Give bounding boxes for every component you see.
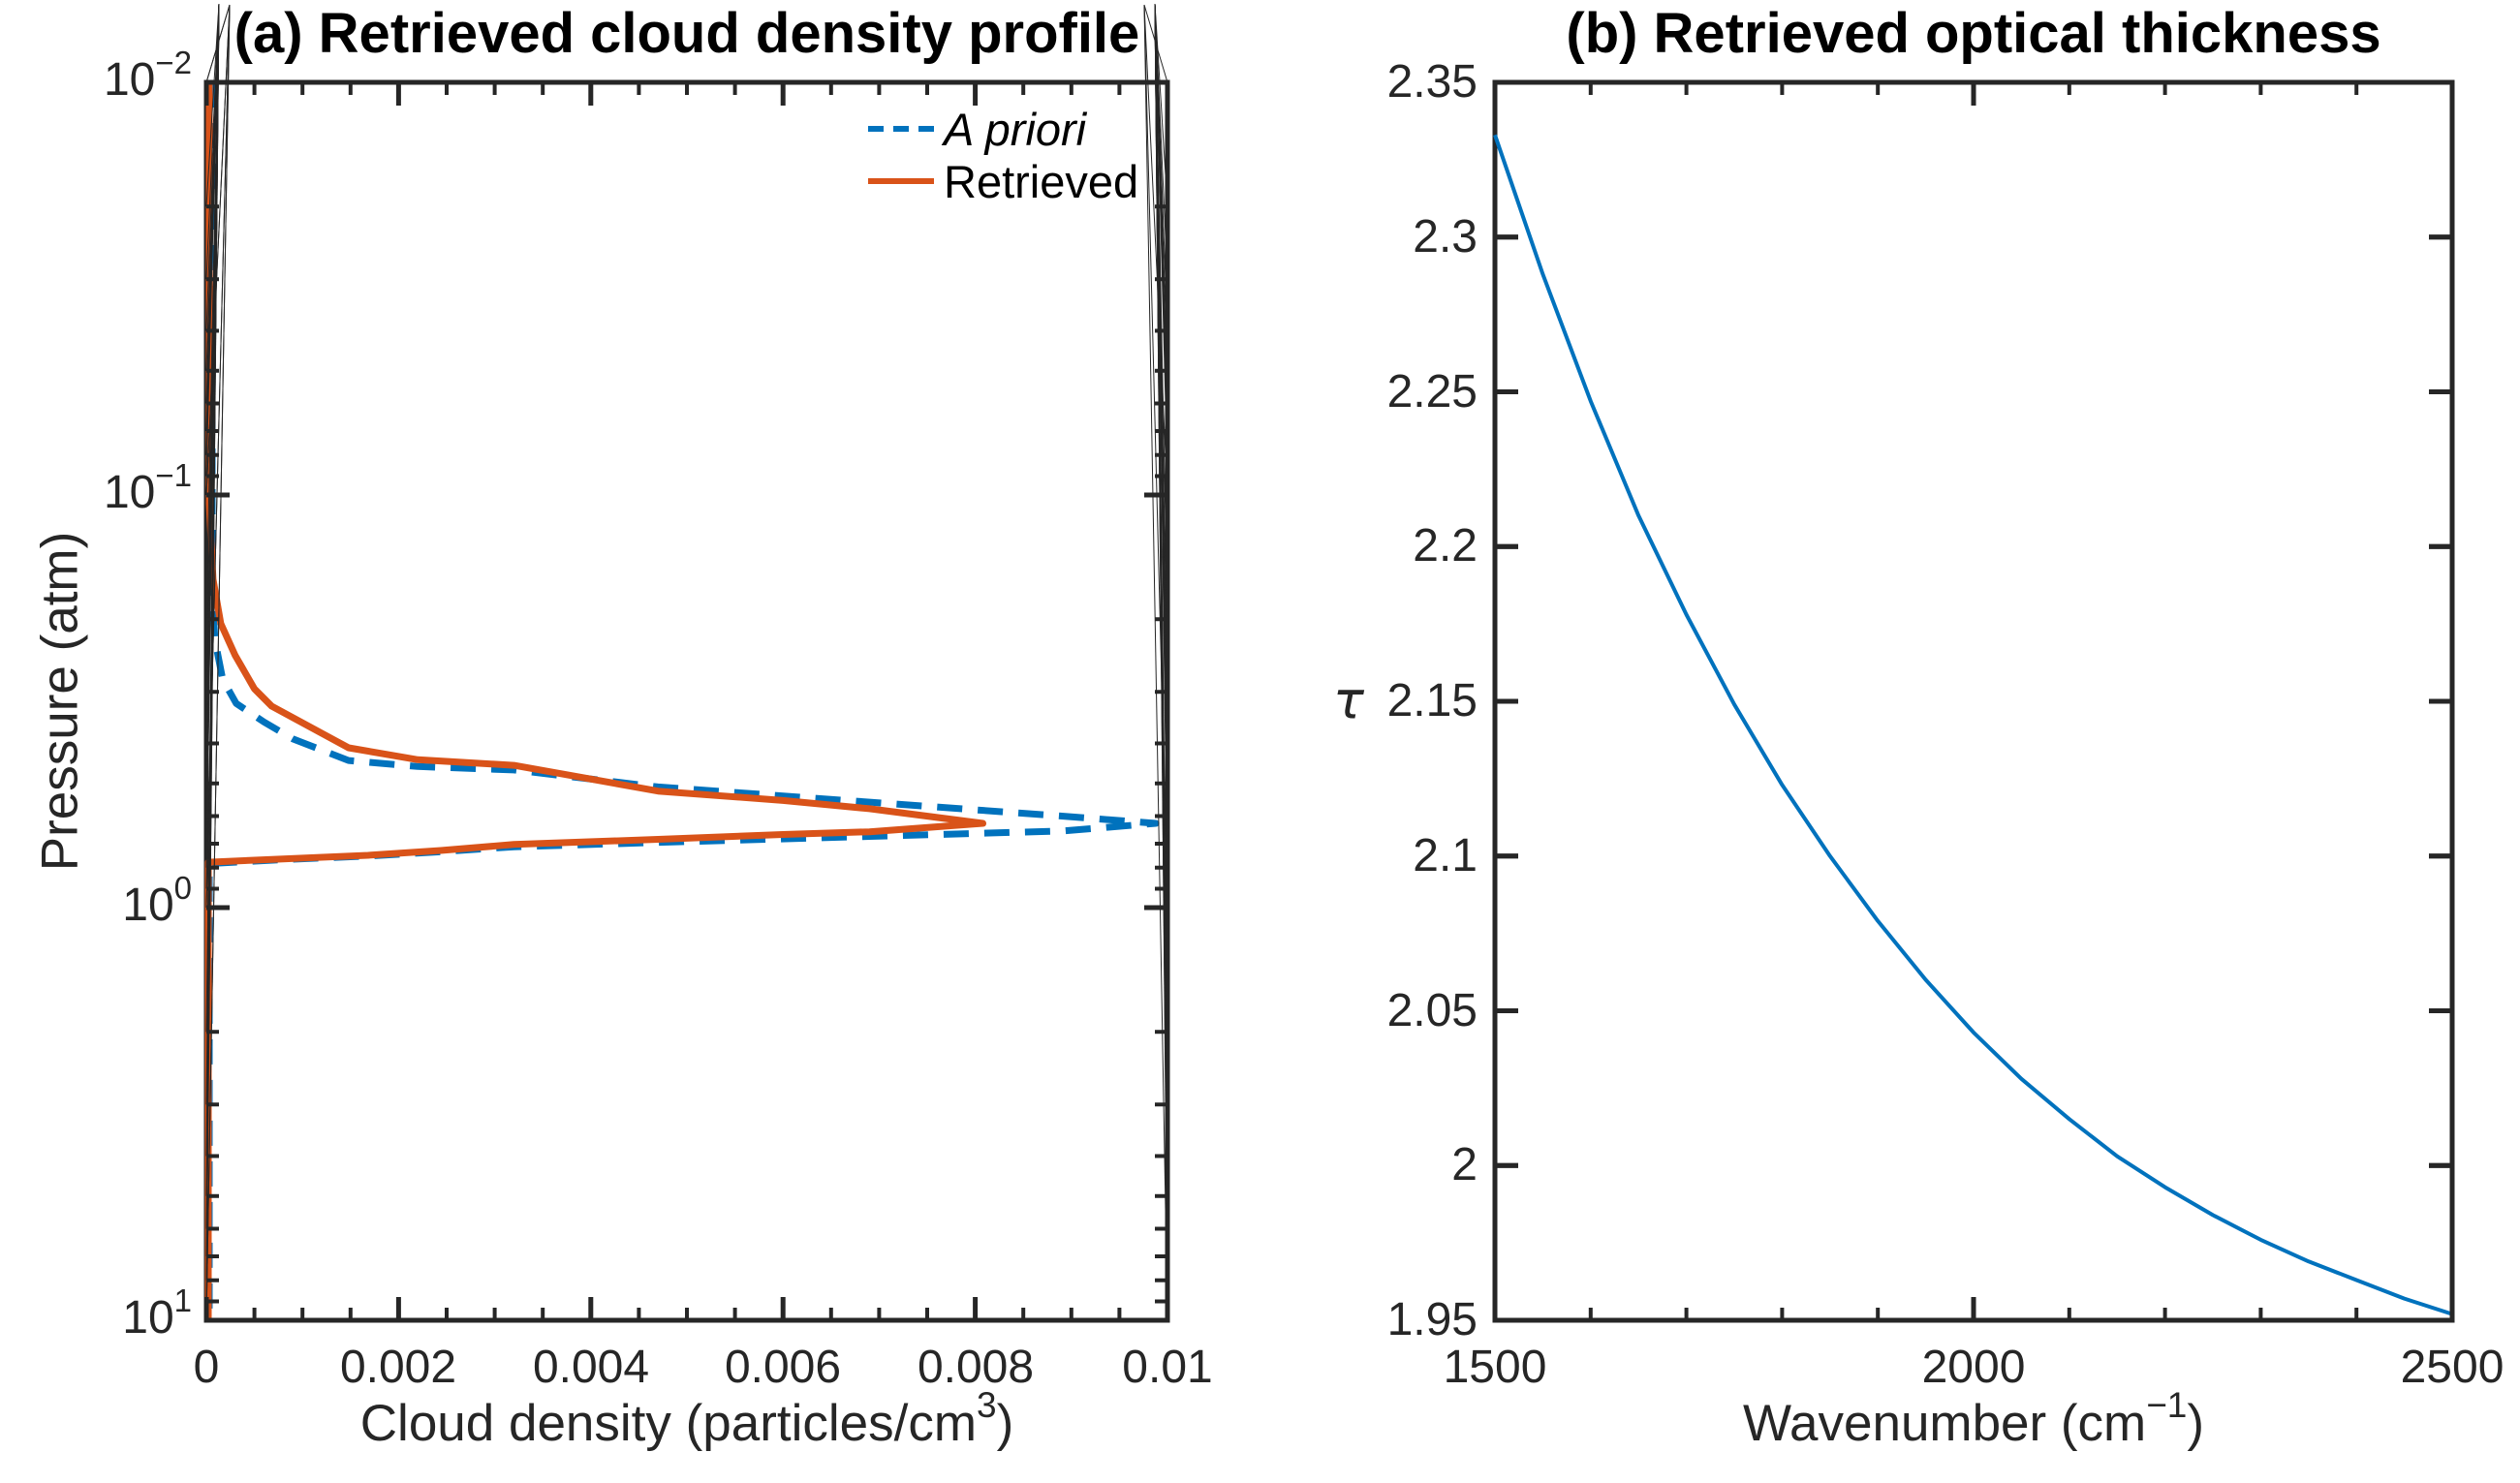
panel-a-x-tick-label: 0.008 xyxy=(917,1342,1035,1393)
legend-label-a-priori: A priori xyxy=(944,103,1087,155)
panel-b-x-tick-label: 1500 xyxy=(1443,1342,1547,1393)
panel-a-ylabel: Pressure (atm) xyxy=(31,531,89,872)
panel-b-y-tick-label: 2.05 xyxy=(1386,985,1478,1036)
panel-b-y-tick-label: 2.35 xyxy=(1386,56,1478,108)
panel-b-ylabel: τ xyxy=(1333,671,1364,731)
legend-label-retrieved: Retrieved xyxy=(944,155,1139,207)
panel-a-x-tick-label: 0.01 xyxy=(1122,1342,1213,1393)
panel-b-xlabel-suffix: ) xyxy=(2187,1395,2205,1452)
panel-a-xlabel: Cloud density (particles/cm3) xyxy=(206,1383,1167,1465)
panel-a-xlabel-prefix: Cloud density (particles/cm xyxy=(359,1395,977,1452)
panel-a-x-tick-label: 0.006 xyxy=(724,1342,842,1393)
panel-b-y-tick-label: 2.25 xyxy=(1386,366,1478,417)
panel-b-y-tick-label: 2.1 xyxy=(1413,830,1478,881)
panel-b-y-tick-label: 2.15 xyxy=(1386,675,1478,726)
panel-a-y-tick-label: 10−1 xyxy=(103,457,192,518)
legend-dashed-line-sample xyxy=(868,126,934,132)
panel-a-x-tick-label: 0 xyxy=(193,1342,220,1393)
panel-b-xlabel-superscript: −1 xyxy=(2146,1385,2188,1425)
panel-b-x-tick-label: 2500 xyxy=(2400,1342,2504,1393)
legend-item-retrieved: Retrieved xyxy=(866,155,1138,207)
panel-a-x-tick-label: 0.004 xyxy=(532,1342,650,1393)
panel-a-y-tick-label: 101 xyxy=(122,1282,192,1344)
panel-b-title: (b) Retrieved optical thickness xyxy=(1566,2,2381,65)
panel-b-y-tick-label: 1.95 xyxy=(1386,1294,1478,1345)
legend-item-a-priori: A priori xyxy=(866,103,1138,155)
legend-solid-line-sample xyxy=(868,178,934,184)
legend: A priori Retrieved xyxy=(866,103,1138,207)
panel-b-y-tick-label: 2 xyxy=(1451,1139,1478,1190)
panel-b-y-tick-label: 2.2 xyxy=(1413,520,1478,572)
panel-a-x-tick-label: 0.002 xyxy=(339,1342,457,1393)
panel-b-xlabel-prefix: Wavenumber (cm xyxy=(1742,1395,2147,1452)
panel-a-y-tick-label: 100 xyxy=(122,870,192,931)
panel-b-xlabel: Wavenumber (cm−1) xyxy=(1495,1383,2452,1465)
panel-a-title: (a) Retrieved cloud density profile xyxy=(233,2,1140,65)
panel-b-y-tick-label: 2.3 xyxy=(1413,211,1478,263)
panel-a-xlabel-suffix: ) xyxy=(996,1395,1014,1452)
panel-b-x-tick-label: 2000 xyxy=(1921,1342,2026,1393)
panel-a-y-tick-label: 10−2 xyxy=(103,45,192,106)
panel-a-xlabel-superscript: 3 xyxy=(977,1385,997,1425)
